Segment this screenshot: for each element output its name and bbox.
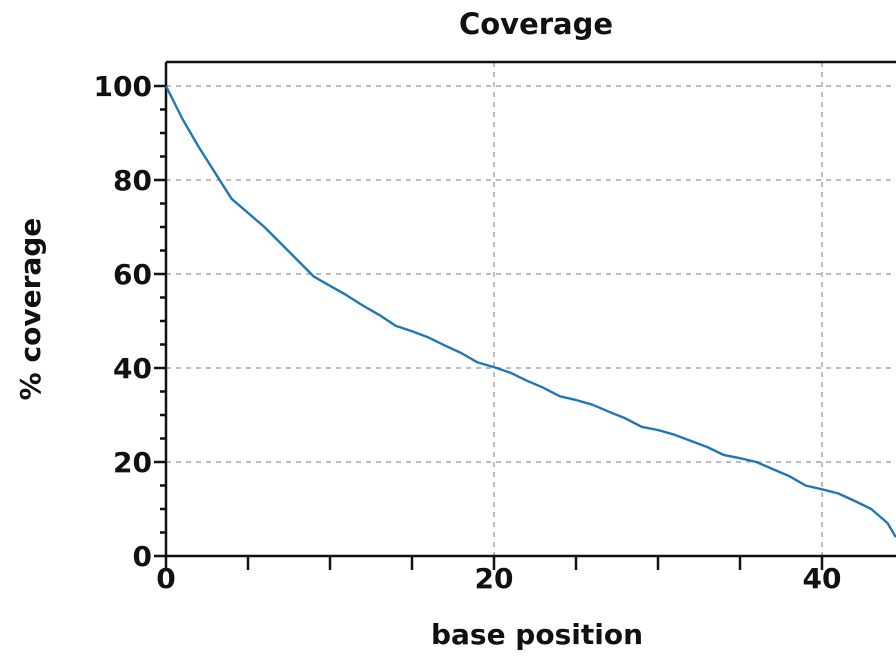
- y-tick-label: 40: [113, 352, 152, 385]
- y-tick-label: 80: [113, 164, 152, 197]
- y-tick-label: 100: [94, 70, 152, 103]
- grid-lines: [166, 62, 896, 556]
- chart-title: Coverage: [459, 7, 613, 41]
- coverage-series-line: [164, 85, 896, 538]
- x-tick-label: 0: [156, 562, 175, 595]
- x-axis-label: base position: [431, 618, 643, 651]
- y-tick-label: 20: [113, 446, 152, 479]
- y-tick-label: 0: [133, 540, 152, 573]
- axes: [164, 60, 896, 558]
- series-layer: [164, 85, 896, 538]
- y-axis-label: % coverage: [14, 218, 47, 401]
- y-tick-label: 60: [113, 258, 152, 291]
